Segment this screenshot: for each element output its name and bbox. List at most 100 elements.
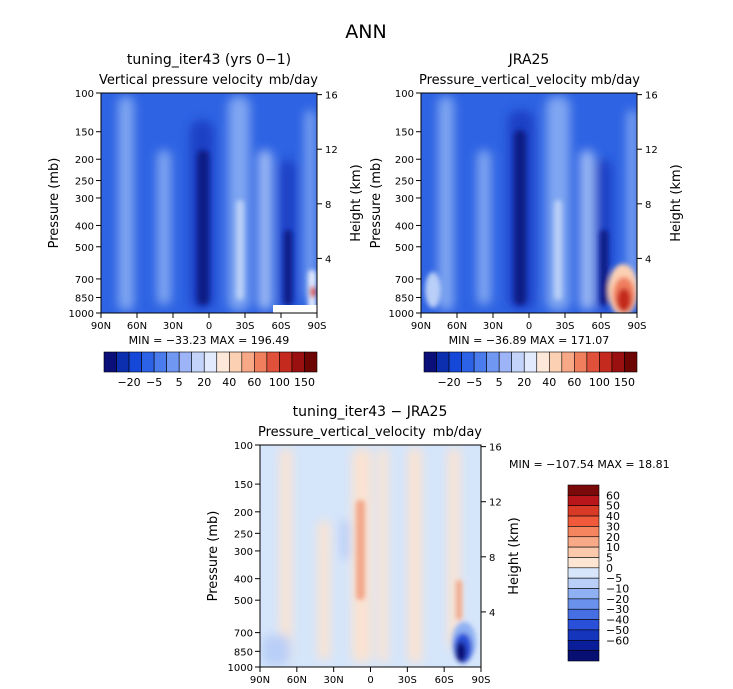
x-tick-label: 60S xyxy=(591,321,610,332)
colorbar-label: −20 xyxy=(437,376,460,389)
colorbar-label: 30 xyxy=(606,520,620,533)
panel-obs: JRA25 Pressure_vertical_velocity mb/day xyxy=(369,52,684,389)
x-tick-label: 60N xyxy=(287,675,307,686)
colorbar-swatch xyxy=(567,639,600,651)
colorbar-label: 50 xyxy=(606,500,620,513)
x-tick-label: 60S xyxy=(435,675,454,686)
panel-model-subtitle-left: Vertical pressure velocity xyxy=(99,73,263,88)
x-tick-label: 30S xyxy=(398,675,417,686)
panel-diff-field xyxy=(260,445,481,667)
x-tick-label: 90S xyxy=(471,675,490,686)
figure-title: ANN xyxy=(345,21,386,43)
y-tick-label: 500 xyxy=(234,596,253,607)
colorbar-swatch xyxy=(473,351,487,373)
y-tick-label: 150 xyxy=(75,128,94,139)
colorbar-swatch xyxy=(548,351,563,373)
x-tick-label: 0 xyxy=(206,321,212,332)
x-tick-label: 60N xyxy=(127,321,147,332)
colorbar-swatch xyxy=(561,351,575,373)
panel-obs-field xyxy=(421,93,637,313)
colorbar-swatch xyxy=(103,351,117,373)
panel-diff-subtitle-left: Pressure_vertical_velocity xyxy=(258,425,426,440)
colorbar-label: −5 xyxy=(466,376,482,389)
colorbar-swatch xyxy=(153,351,167,373)
colorbar-label: 20 xyxy=(606,531,620,544)
colorbar-label: −60 xyxy=(606,634,629,647)
height-tick-label: 12 xyxy=(489,498,502,509)
y-tick-label: 850 xyxy=(234,647,253,658)
colorbar-swatch xyxy=(436,351,450,373)
colorbar-swatch xyxy=(141,351,155,373)
panel-model-stats: MIN = −33.23 MAX = 196.49 xyxy=(129,334,290,347)
height-tick-label: 4 xyxy=(645,254,651,265)
y-tick-label: 700 xyxy=(75,275,94,286)
panel-diff-axes: 90N 60N 30N 0 30S 60S 90S 100 150 200 250 300 400 500… xyxy=(206,441,522,686)
height-tick-label: 8 xyxy=(645,200,651,211)
colorbar-swatch xyxy=(241,351,255,373)
colorbar-label: 100 xyxy=(589,376,610,389)
colorbar-swatch xyxy=(567,495,600,507)
y-tick-label: 300 xyxy=(234,547,253,558)
colorbar-label: −5 xyxy=(606,572,622,585)
height-tick-label: 4 xyxy=(489,608,495,619)
x-tick-label: 60S xyxy=(271,321,290,332)
colorbar-swatch xyxy=(166,351,180,373)
y-tick-label: 250 xyxy=(234,529,253,540)
panel-model-title: tuning_iter43 (yrs 0−1) xyxy=(127,52,291,68)
colorbar-swatch xyxy=(448,351,462,373)
y-tick-label: 300 xyxy=(75,194,94,205)
colorbar-label: 60 xyxy=(247,376,261,389)
height-tick-label: 4 xyxy=(325,254,331,265)
colorbar-swatch xyxy=(266,351,280,373)
x-tick-label: 30N xyxy=(163,321,183,332)
colorbar-swatch xyxy=(567,619,600,631)
y-tick-label: 150 xyxy=(234,480,253,491)
colorbar-label: 60 xyxy=(606,489,620,502)
y-tick-label: 300 xyxy=(395,194,414,205)
panel-obs-title: JRA25 xyxy=(508,52,550,68)
panel-obs-axes: 90N 60N 30N 0 30S 60S 90S 100 150 200 250 300 400 500… xyxy=(369,89,684,332)
colorbar-swatch xyxy=(567,536,600,548)
y-axis-title: Pressure (mb) xyxy=(47,158,62,249)
height-tick-label: 12 xyxy=(645,145,658,156)
colorbar-swatch xyxy=(567,505,600,517)
panel-model-colorbar: −20 −5 5 20 40 60 100 150 xyxy=(103,351,318,389)
colorbar-swatch xyxy=(523,351,538,373)
colorbar-swatch xyxy=(536,351,550,373)
x-tick-label: 0 xyxy=(526,321,532,332)
colorbar-swatch xyxy=(567,484,600,496)
height-tick-label: 16 xyxy=(645,91,658,102)
colorbar-label: 40 xyxy=(222,376,236,389)
y-tick-label: 850 xyxy=(395,293,414,304)
height-tick-label: 16 xyxy=(325,91,338,102)
colorbar-label: 0 xyxy=(606,562,613,575)
x-tick-label: 30S xyxy=(235,321,254,332)
y-tick-label: 100 xyxy=(75,89,94,100)
colorbar-swatch xyxy=(567,577,600,589)
colorbar-label: 20 xyxy=(197,376,211,389)
x-tick-label: 90N xyxy=(411,321,431,332)
y-tick-label: 100 xyxy=(234,441,253,452)
colorbar-swatch xyxy=(567,557,600,569)
colorbar-swatch xyxy=(567,526,600,538)
panel-diff: tuning_iter43 − JRA25 Pressure_vertical_… xyxy=(206,404,670,686)
x-tick-label: 90N xyxy=(250,675,270,686)
y-tick-label: 500 xyxy=(75,243,94,254)
colorbar-label: 100 xyxy=(269,376,290,389)
colorbar-swatch xyxy=(191,351,205,373)
x-tick-label: 90S xyxy=(627,321,646,332)
panel-diff-subtitle-right: mb/day xyxy=(433,425,483,440)
height-axis-title: Height (km) xyxy=(349,164,364,241)
y-tick-label: 500 xyxy=(395,243,414,254)
colorbar-swatch xyxy=(567,588,600,600)
height-tick-label: 12 xyxy=(325,145,338,156)
panel-model-subtitle-right: mb/day xyxy=(269,73,319,88)
colorbar-swatch xyxy=(116,351,130,373)
colorbar-label: −30 xyxy=(606,603,629,616)
colorbar-label: −20 xyxy=(117,376,140,389)
colorbar-swatch xyxy=(128,351,142,373)
colorbar-label: 5 xyxy=(176,376,183,389)
x-tick-label: 30N xyxy=(324,675,344,686)
height-axis-title: Height (km) xyxy=(507,517,522,594)
colorbar-swatch xyxy=(567,608,600,620)
